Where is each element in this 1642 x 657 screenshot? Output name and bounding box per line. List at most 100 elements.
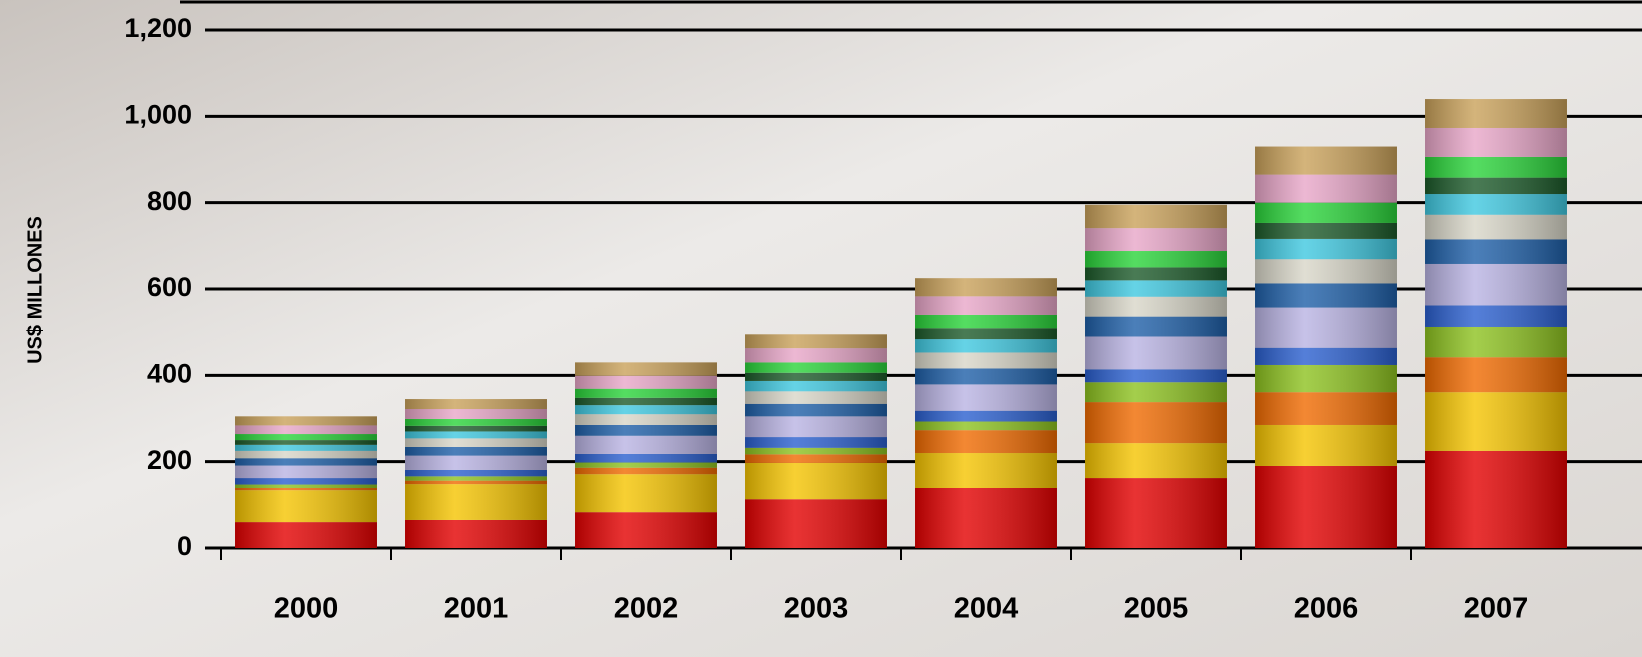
bar-segment [575,474,717,513]
bar-segment [575,424,717,436]
bar-segment [1255,392,1397,425]
bar-segment [1255,174,1397,203]
bar-segment [405,480,547,485]
bar-segment [1425,99,1567,128]
bar-segment [1425,305,1567,327]
bar-segment [575,397,717,406]
bar-segment [1085,443,1227,479]
bar-segment [405,399,547,410]
bar-segment [1085,382,1227,403]
bar-segment [1085,251,1227,268]
bar-segment [915,384,1057,411]
bar-segment [745,416,887,438]
bar-segment [915,278,1057,297]
bar-segment [1425,450,1567,548]
bar-segment [235,490,377,523]
bar-segment [1255,465,1397,548]
bar-segment [1085,267,1227,281]
x-tick-label: 2004 [954,593,1019,625]
bar-segment [915,314,1057,329]
bar-segment [915,410,1057,422]
y-tick-label: 0 [177,531,192,561]
bar-segment [1255,202,1397,223]
bar-segment [1425,263,1567,306]
bar-segment [745,334,887,349]
bar-segment [575,362,717,376]
bar-segment [235,522,377,548]
y-tick-label: 600 [147,272,192,302]
bar-segment [1085,280,1227,297]
x-tick-label: 2007 [1464,593,1529,625]
bar-segment [235,458,377,466]
bar-segment [1085,204,1227,229]
bar-segment [405,469,547,477]
bar-segment [575,435,717,454]
bar-segment [1085,316,1227,337]
x-tick-label: 2003 [784,593,849,625]
bar-segment [1085,478,1227,548]
y-axis-label: US$ MILLONES [24,216,46,364]
bar-segment [405,476,547,481]
bar-segment [1085,336,1227,370]
bar-segment [1425,214,1567,240]
bar-segment [1085,402,1227,444]
bar-segment [235,425,377,435]
bar-segment [405,409,547,419]
bar-segment [575,453,717,463]
bar-segment [915,368,1057,385]
bar-segment [915,339,1057,353]
bar-segment [235,478,377,485]
y-tick-label: 800 [147,186,192,216]
bar-segment [1085,228,1227,252]
bar-segment [1255,424,1397,466]
bar-segment [1085,296,1227,317]
bar-segment [575,467,717,475]
bar-segment [915,487,1057,548]
bar-segment [405,425,547,432]
bar-segment [745,403,887,417]
bar-segment [235,450,377,459]
bar-segment [745,362,887,373]
bar-segment [1255,222,1397,239]
bar-segment [745,348,887,363]
bar-segment [1425,177,1567,195]
bar-segment [235,484,377,488]
bar-segment [575,405,717,415]
bar-segment [575,512,717,548]
x-tick-label: 2000 [274,593,339,625]
bar-segment [575,388,717,398]
bar-segment [1425,326,1567,358]
bar-segment [745,380,887,392]
bar-segment [405,484,547,520]
bar-segment [915,453,1057,488]
bar-segment [1255,146,1397,175]
bar-segment [1425,392,1567,451]
bar-segment [745,447,887,455]
bar-segment [745,462,887,500]
bar-segment [915,328,1057,340]
x-tick-label: 2001 [444,593,509,625]
bar-segment [745,499,887,548]
bar-segment [235,416,377,426]
bar-segment [915,352,1057,369]
bar-segment [235,434,377,441]
bar-segment [1255,238,1397,260]
bar-segment [915,430,1057,454]
y-tick-label: 400 [147,358,192,388]
bar-segment [1425,156,1567,178]
x-tick-label: 2005 [1124,593,1189,625]
x-tick-label: 2006 [1294,593,1359,625]
bar-segment [405,431,547,439]
y-tick-label: 1,000 [124,99,192,129]
bar-segment [745,454,887,463]
bar-segment [405,418,547,426]
bar-segment [235,487,377,491]
bar-segment [1425,194,1567,215]
bar-segment [915,421,1057,431]
bar-segment [745,437,887,448]
bar-segment [1085,369,1227,383]
bar-segment [1255,259,1397,284]
bar-segment [575,414,717,425]
bar-segment [745,391,887,404]
